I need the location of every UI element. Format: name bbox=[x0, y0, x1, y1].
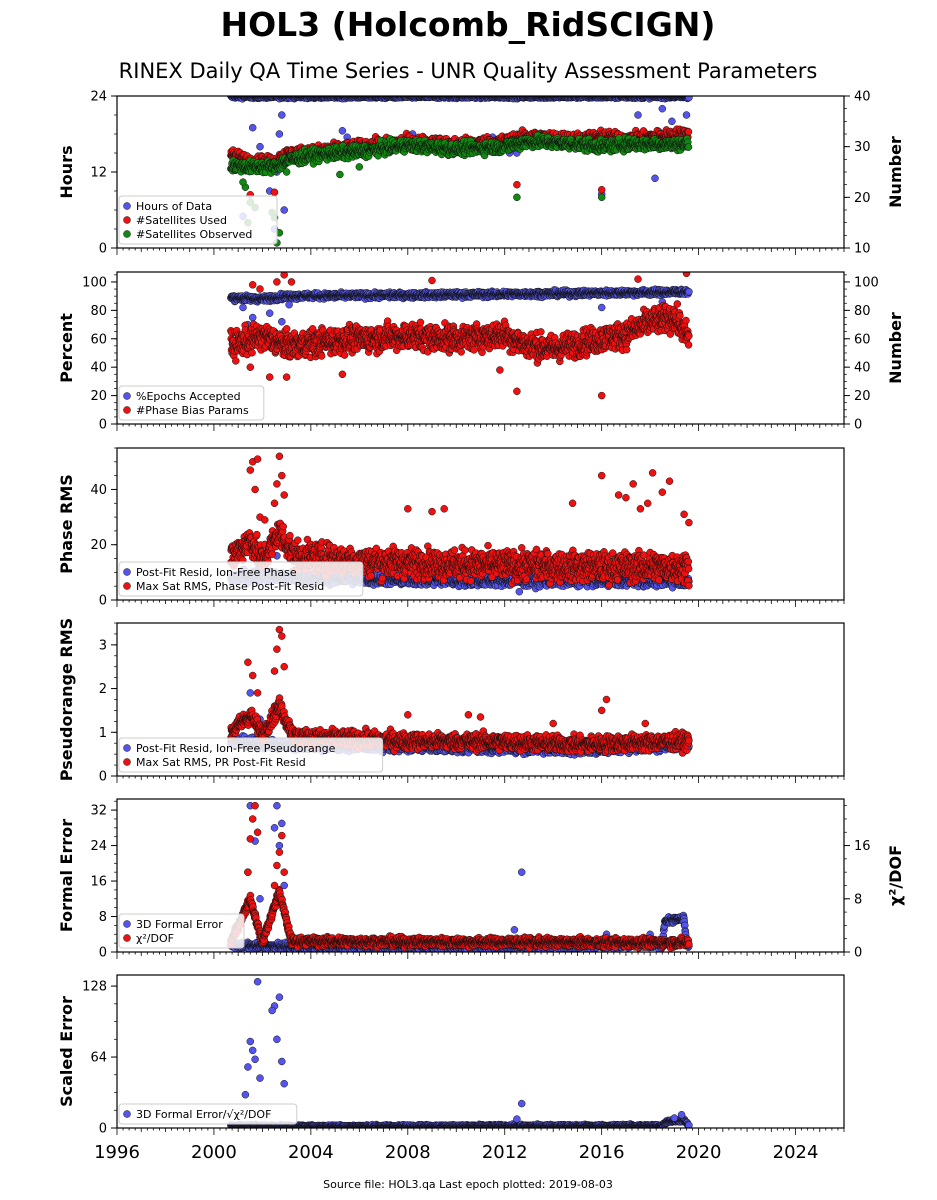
panel-percent: 020406080100020406080100NumberPercent%Ep… bbox=[57, 270, 905, 433]
point-outlier bbox=[278, 112, 285, 119]
y-ticks-left: 0 12 24 bbox=[90, 90, 117, 257]
point-outlier bbox=[513, 181, 520, 188]
point-outlier bbox=[336, 171, 343, 178]
point-outlier bbox=[668, 118, 675, 125]
legend-label: #Satellites Observed bbox=[136, 228, 252, 241]
y-tick-label-right: 40 bbox=[854, 90, 871, 105]
point-outlier bbox=[635, 112, 642, 119]
y-tick-label: 24 bbox=[90, 90, 107, 105]
point-outlier bbox=[598, 194, 605, 201]
point-outlier bbox=[339, 127, 346, 134]
point-outlier bbox=[598, 186, 605, 193]
legend-marker bbox=[124, 217, 131, 224]
figure-title: HOL3 (Holcomb_RidSCIGN) bbox=[221, 5, 716, 44]
point-outlier bbox=[283, 169, 290, 176]
y-tick-label: 12 bbox=[90, 166, 107, 181]
point-outlier bbox=[652, 175, 659, 182]
y-tick-label-right: 10 bbox=[854, 242, 871, 257]
point bbox=[685, 144, 692, 151]
legend-label: #Satellites Used bbox=[136, 214, 227, 227]
y-tick-label-right: 30 bbox=[854, 140, 871, 155]
point-outlier bbox=[257, 143, 264, 150]
point-outlier bbox=[513, 194, 520, 201]
y-tick-label-right: 20 bbox=[854, 191, 871, 206]
y-axis-label: Hours bbox=[57, 145, 76, 198]
legend-marker bbox=[124, 231, 131, 238]
point-outlier bbox=[240, 179, 247, 186]
point-outlier bbox=[276, 131, 283, 138]
legend-marker bbox=[124, 203, 131, 210]
point bbox=[685, 128, 692, 135]
legend: Hours of Data#Satellites Used#Satellites… bbox=[119, 196, 277, 244]
figure-subtitle: RINEX Daily QA Time Series - UNR Quality… bbox=[119, 59, 818, 83]
point-outlier bbox=[271, 189, 278, 196]
point-outlier bbox=[659, 105, 666, 112]
points-hours bbox=[227, 91, 692, 247]
point-outlier bbox=[683, 112, 690, 119]
point-outlier bbox=[281, 207, 288, 214]
y-ticks-right: 10 20 30 40 bbox=[844, 90, 871, 257]
points-percent bbox=[227, 270, 692, 399]
y-axis-label-right: Number bbox=[886, 136, 905, 208]
point-outlier bbox=[356, 163, 363, 170]
x-ticks bbox=[117, 248, 844, 255]
point bbox=[685, 94, 692, 101]
legend-label: Hours of Data bbox=[136, 200, 212, 213]
point-outlier bbox=[249, 124, 256, 131]
y-tick-label: 0 bbox=[99, 242, 107, 257]
